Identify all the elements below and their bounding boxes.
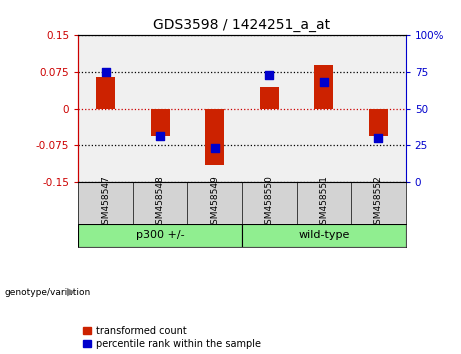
Title: GDS3598 / 1424251_a_at: GDS3598 / 1424251_a_at [154, 18, 331, 32]
Bar [78, 224, 242, 247]
Bar [242, 224, 406, 247]
Point [266, 73, 273, 78]
Bar [260, 87, 279, 109]
Legend: transformed count, percentile rank within the sample: transformed count, percentile rank withi… [83, 326, 261, 349]
Text: wild-type: wild-type [298, 230, 349, 240]
Bar [314, 65, 333, 109]
Point [157, 133, 164, 138]
Text: ▶: ▶ [67, 287, 75, 297]
Text: GSM458548: GSM458548 [156, 176, 165, 230]
Bar [151, 109, 170, 136]
Text: GSM458550: GSM458550 [265, 176, 274, 230]
Point [320, 79, 327, 85]
Text: genotype/variation: genotype/variation [5, 287, 91, 297]
Bar [369, 109, 388, 136]
Bar [205, 109, 225, 165]
Text: GSM458551: GSM458551 [319, 176, 328, 230]
Point [102, 69, 109, 75]
Text: GSM458552: GSM458552 [374, 176, 383, 230]
Text: GSM458549: GSM458549 [210, 176, 219, 230]
Text: p300 +/-: p300 +/- [136, 230, 184, 240]
Bar [96, 77, 115, 109]
Text: GSM458547: GSM458547 [101, 176, 110, 230]
Point [375, 135, 382, 141]
Point [211, 145, 219, 150]
